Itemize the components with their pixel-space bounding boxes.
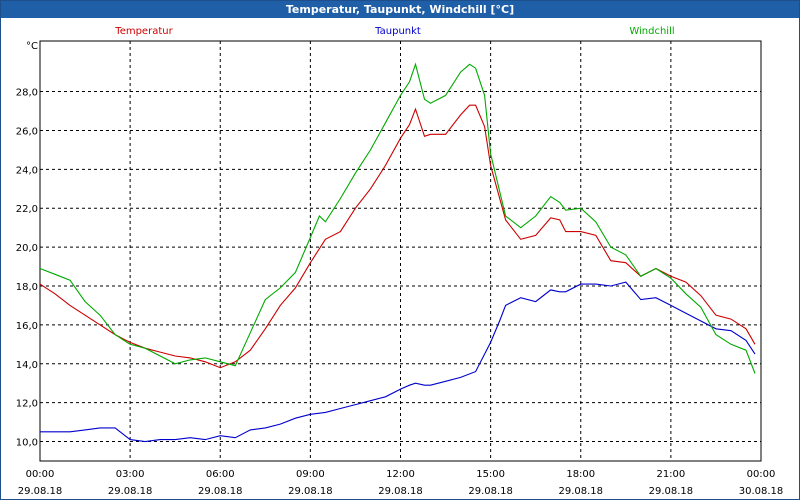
x-tick-time-4: 12:00 xyxy=(386,469,415,480)
x-tick-time-0: 00:00 xyxy=(26,469,55,480)
y-tick-label-6: 22,0 xyxy=(16,204,38,215)
y-tick-label-3: 16,0 xyxy=(16,321,38,332)
series-line-taupunkt xyxy=(40,281,756,443)
x-tick-time-5: 15:00 xyxy=(476,469,505,480)
y-tick-label-8: 26,0 xyxy=(16,126,38,137)
x-tick-date-2: 29.08.18 xyxy=(198,486,243,497)
chart-title: Temperatur, Taupunkt, Windchill [°C] xyxy=(1,1,799,18)
y-tick-label-9: 28,0 xyxy=(16,88,38,99)
y-tick-label-4: 18,0 xyxy=(16,282,38,293)
x-tick-date-7: 29.08.18 xyxy=(649,486,694,497)
chart-svg: 10,0 12,0 14,0 16,0 18,0 20,0 22,0 24,0 26,0 28,0… xyxy=(16,26,784,497)
legend-windchill: Windchill xyxy=(629,26,674,37)
x-tick-date-6: 29.08.18 xyxy=(558,486,603,497)
x-tick-date-1: 29.08.18 xyxy=(108,486,153,497)
y-tick-label-1: 12,0 xyxy=(16,399,38,410)
y-tick-label-7: 24,0 xyxy=(16,165,38,176)
series-line-temperatur xyxy=(39,104,756,369)
x-tick-time-6: 18:00 xyxy=(566,469,595,480)
x-tick-date-3: 29.08.18 xyxy=(288,486,333,497)
x-tick-date-4: 29.08.18 xyxy=(378,486,423,497)
x-tick-date-8: 30.08.18 xyxy=(739,486,784,497)
x-tick-date-5: 29.08.18 xyxy=(468,486,513,497)
x-tick-time-3: 09:00 xyxy=(296,469,325,480)
y-tick-label-5: 20,0 xyxy=(16,243,38,254)
y-tick-label-0: 10,0 xyxy=(16,438,38,449)
legend-taupunkt: Taupunkt xyxy=(374,26,421,37)
y-axis-unit: °C xyxy=(26,41,38,52)
x-tick-time-2: 06:00 xyxy=(206,469,235,480)
x-tick-time-1: 03:00 xyxy=(116,469,145,480)
series-line-windchill xyxy=(39,62,756,374)
y-tick-label-2: 14,0 xyxy=(16,360,38,371)
x-tick-time-8: 00:00 xyxy=(747,469,776,480)
legend-temperatur: Temperatur xyxy=(114,26,173,37)
x-tick-time-7: 21:00 xyxy=(656,469,685,480)
x-tick-date-0: 29.08.18 xyxy=(18,486,63,497)
